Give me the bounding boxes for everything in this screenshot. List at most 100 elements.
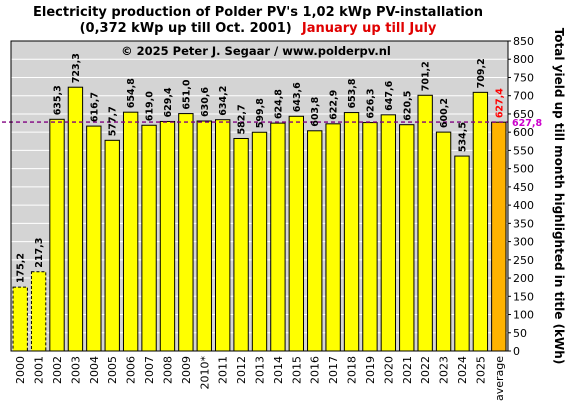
bar-2024 [454,155,470,352]
chart-title: Electricity production of Polder PV's 1,… [33,5,483,20]
value-label-2022: 701,2 [421,61,432,91]
y-tick-label: 400 [513,199,534,212]
x-tick-label-2001: 2001 [33,356,46,384]
y-tick-label: 850 [513,35,534,48]
y-tick-label: 600 [513,126,534,139]
bar-2017 [325,123,341,352]
x-tick-label-2010*: 2010* [198,356,211,390]
reference-line-label: 627,8 [512,118,542,129]
x-tick-label-2002: 2002 [51,356,64,384]
y-tick-label: 450 [513,181,534,194]
bar-2013 [251,131,268,352]
y-tick-label: 100 [513,309,534,322]
average-bar [491,121,507,352]
value-label-2025: 709,2 [476,58,487,88]
bar-2021 [399,124,415,352]
bar-2009 [178,113,194,352]
y-tick-label: 550 [513,144,534,157]
bar-2019 [362,122,378,352]
x-axis-ticks: 2000 2001 2002 2003 2004 2005 2006 2007 2008 2009… [14,356,506,402]
value-label-2010*: 630,6 [200,87,211,117]
y-tick-label: 50 [513,327,527,340]
x-tick-label-2014: 2014 [272,356,285,384]
bar-2002 [49,118,65,352]
value-label-2001: 217,3 [34,238,45,268]
value-label-2021: 620,5 [402,91,413,121]
value-label-2011: 634,2 [218,86,229,116]
x-tick-label-2018: 2018 [346,356,359,384]
value-label-2016: 603,8 [310,96,321,126]
bar-2003 [67,86,84,352]
bar-2005 [104,139,120,352]
x-tick-label-2009: 2009 [180,356,193,384]
y-tick-label: 150 [513,290,534,303]
value-label-2019: 626,3 [365,89,376,119]
bar-2001 [30,271,47,352]
bar-2016 [307,130,323,352]
y-tick-label: 300 [513,236,534,249]
y-tick-label: 750 [513,71,534,84]
x-tick-label-2011: 2011 [217,356,230,384]
x-tick-label-2024: 2024 [456,356,469,384]
y-tick-label: 700 [513,90,534,103]
x-tick-label-2004: 2004 [88,356,101,384]
value-label-2005: 577,7 [108,106,119,136]
x-tick-label-2019: 2019 [364,356,377,384]
x-tick-label-2020: 2020 [382,356,395,384]
chart-subtitle: (0,372 kWp up till Oct. 2001) January up… [80,17,437,36]
value-label-2017: 622,9 [329,90,340,120]
value-labels: 175,2 217,3 635,3 723,3 616,7 577,7 654,8 619,0… [16,53,506,283]
value-label-2024: 534,5 [457,122,468,152]
bar-2004 [86,125,102,352]
bars [12,86,507,352]
bar-2008 [159,120,176,352]
y-tick-label: 0 [513,345,520,358]
x-tick-label-2016: 2016 [309,356,322,384]
y-tick-label: 800 [513,53,534,66]
x-tick-label-2012: 2012 [235,356,248,384]
bar-2015 [288,115,304,352]
value-label-2014: 624,8 [273,89,284,119]
subtitle-highlight: January up till July [301,21,437,36]
y-tick-label: 250 [513,254,534,267]
bar-2022 [417,94,433,352]
value-label-2020: 647,6 [384,80,395,110]
y-axis-label: Total yield up till month highlighted in… [552,28,566,365]
y-tick-label: 500 [513,163,534,176]
bar-2025 [472,91,489,352]
x-tick-label-2006: 2006 [125,356,138,384]
value-label-2013: 599,8 [255,98,266,128]
bar-2018 [343,112,360,352]
value-label-2009: 651,0 [181,79,192,109]
value-label-2023: 600,2 [439,98,450,128]
bar-2006 [122,111,139,352]
value-label-2015: 643,6 [292,82,303,112]
value-label-average: 627,4 [494,88,505,118]
x-tick-label-2003: 2003 [69,356,82,384]
bar-2014 [270,122,286,352]
copyright-text: © 2025 Peter J. Segaar / www.polderpv.nl [121,44,391,58]
bar-2007 [141,124,157,352]
y-tick-label: 650 [513,108,534,121]
value-label-2018: 653,8 [347,78,358,108]
bar-2023 [435,131,452,352]
value-label-2003: 723,3 [71,53,82,83]
bar-2011 [215,119,231,352]
y-axis-ticks: 0 50 100 150 200 250 300 350 400 450 500 550 600 650 7… [508,35,534,358]
x-tick-label-average: average [493,356,506,401]
x-tick-label-2021: 2021 [401,356,414,384]
x-tick-label-2000: 2000 [14,356,27,384]
bar-2020 [380,114,397,352]
value-label-2006: 654,8 [126,78,137,108]
x-tick-label-2023: 2023 [438,356,451,384]
x-tick-label-2008: 2008 [161,356,174,384]
value-label-2004: 616,7 [89,92,100,122]
x-tick-label-2007: 2007 [143,356,156,384]
x-tick-label-2022: 2022 [419,356,432,384]
subtitle-text: (0,372 kWp up till Oct. 2001) [80,21,292,36]
value-label-2002: 635,3 [53,85,64,115]
x-tick-label-2015: 2015 [290,356,303,384]
value-label-2007: 619,0 [145,91,156,121]
value-label-2008: 629,4 [163,87,174,117]
